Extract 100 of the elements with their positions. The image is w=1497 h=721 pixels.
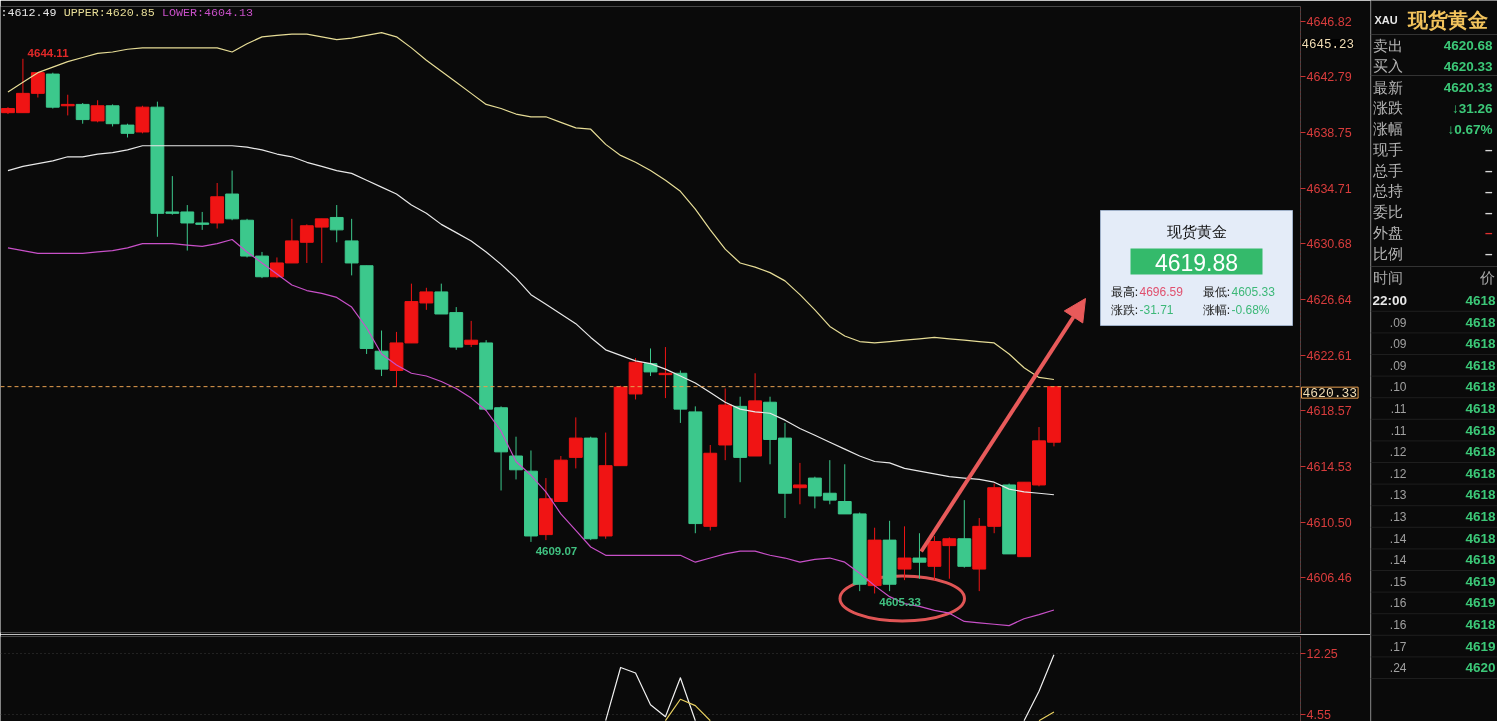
text: 4618 bbox=[1465, 465, 1496, 481]
text: 最新 bbox=[1372, 78, 1403, 97]
text: .14 bbox=[1389, 553, 1407, 568]
text: .16 bbox=[1389, 618, 1407, 632]
y-tick-label: 4634.71 bbox=[1306, 181, 1352, 196]
line-series bbox=[7, 145, 1055, 496]
text: 4618 bbox=[1465, 530, 1496, 546]
text: .14 bbox=[1389, 531, 1407, 546]
text: 买入 bbox=[1372, 57, 1403, 76]
text: 总持 bbox=[1371, 182, 1403, 201]
text: – bbox=[1484, 204, 1493, 220]
text: 4618 bbox=[1465, 487, 1496, 503]
text: 总手 bbox=[1371, 161, 1403, 180]
y-tick-label: 4618.57 bbox=[1306, 404, 1352, 419]
text: :4612.49 bbox=[0, 5, 57, 20]
text: 涨幅 bbox=[1372, 120, 1403, 138]
text: .13 bbox=[1389, 488, 1407, 503]
annotation: 4609.07 bbox=[535, 544, 578, 557]
text: – bbox=[1484, 225, 1493, 241]
text: 4618 bbox=[1465, 401, 1496, 416]
y-tick-label: 4638.75 bbox=[1306, 126, 1352, 141]
text: 4618 bbox=[1465, 357, 1496, 373]
candlestick bbox=[344, 218, 359, 276]
text: .24 bbox=[1389, 661, 1407, 676]
candlestick bbox=[374, 330, 389, 377]
text: 委比 bbox=[1372, 203, 1403, 221]
text: .11 bbox=[1390, 423, 1407, 438]
line-series bbox=[7, 32, 1055, 381]
candlestick bbox=[509, 436, 523, 480]
text: .17 bbox=[1389, 639, 1407, 654]
text: LOWER:4604.13 bbox=[161, 5, 254, 20]
text: – bbox=[1484, 142, 1493, 158]
text: 4618 bbox=[1465, 336, 1496, 352]
text: 外盘 bbox=[1372, 223, 1403, 242]
text: 比例 bbox=[1372, 244, 1403, 263]
text: 4618 bbox=[1465, 422, 1496, 438]
text: .11 bbox=[1390, 402, 1407, 416]
text: .15 bbox=[1389, 574, 1407, 589]
text: 涨跌 bbox=[1372, 99, 1403, 118]
candlestick bbox=[105, 103, 120, 127]
annotation: 4619.88 bbox=[1154, 249, 1239, 276]
text: 现手 bbox=[1372, 140, 1403, 159]
y-tick-label: 4622.61 bbox=[1306, 348, 1352, 363]
candlestick bbox=[658, 346, 673, 399]
candlestick bbox=[75, 102, 90, 125]
annotation: 涨跌: bbox=[1110, 302, 1139, 317]
text: 4618 bbox=[1465, 617, 1496, 632]
annotation: -0.68% bbox=[1231, 302, 1270, 317]
candlestick bbox=[568, 416, 583, 469]
text: ↓0.67% bbox=[1447, 121, 1493, 137]
candlestick bbox=[464, 320, 479, 348]
candlestick bbox=[912, 532, 927, 580]
y-tick-label: 4614.53 bbox=[1306, 460, 1352, 475]
annotation: 4605.33 bbox=[1231, 285, 1276, 299]
candlestick bbox=[897, 525, 912, 581]
annotation: 涨幅: bbox=[1202, 302, 1231, 317]
text: – bbox=[1484, 163, 1493, 178]
y-tick-label: 4606.46 bbox=[1306, 571, 1352, 586]
text: 22:00 bbox=[1372, 293, 1408, 308]
text: ↓31.26 bbox=[1451, 100, 1493, 116]
text: 4618 bbox=[1465, 379, 1496, 395]
text: 4618 bbox=[1465, 509, 1496, 524]
ref-line-label: 4620.33 bbox=[1302, 386, 1358, 402]
text: 4620.68 bbox=[1443, 38, 1493, 53]
text: UPPER:4620.85 bbox=[63, 5, 155, 20]
text: 卖出 bbox=[1372, 36, 1403, 55]
y-tick-label: 4646.82 bbox=[1306, 14, 1352, 29]
line-series bbox=[7, 238, 1055, 627]
text: .12 bbox=[1389, 466, 1407, 481]
text: 现货黄金 bbox=[1406, 7, 1488, 32]
annotation: 最高: bbox=[1110, 284, 1139, 299]
text: .09 bbox=[1389, 358, 1407, 373]
text: 4618 bbox=[1465, 552, 1496, 568]
text: 价 bbox=[1478, 268, 1495, 287]
annotation: 现货黄金 bbox=[1166, 222, 1227, 241]
text: .10 bbox=[1389, 380, 1407, 395]
text: 4620 bbox=[1465, 660, 1496, 676]
y-tick-label: 4610.50 bbox=[1306, 515, 1352, 530]
text: 4618 bbox=[1465, 444, 1496, 460]
annotation: 最低: bbox=[1202, 284, 1231, 299]
text: 4619 bbox=[1465, 638, 1496, 654]
text: 4618 bbox=[1465, 314, 1496, 330]
text: 4645.23 bbox=[1301, 38, 1355, 52]
annotation: 4696.59 bbox=[1139, 285, 1184, 299]
text: 4619 bbox=[1465, 595, 1496, 611]
text: – bbox=[1484, 246, 1493, 261]
candlestick bbox=[329, 204, 344, 243]
text: 4618 bbox=[1465, 293, 1496, 308]
text: 4620.33 bbox=[1443, 58, 1493, 74]
y-tick-label: 4642.79 bbox=[1306, 70, 1352, 85]
text: 4619 bbox=[1465, 573, 1496, 589]
y-tick-label: 4630.68 bbox=[1306, 237, 1352, 252]
text: .09 bbox=[1389, 337, 1407, 352]
y-tick-label: 4626.64 bbox=[1306, 293, 1352, 308]
annotation: -31.71 bbox=[1139, 303, 1174, 317]
text: 4620.33 bbox=[1443, 80, 1493, 95]
text: .13 bbox=[1389, 510, 1407, 524]
annotation: 4644.11 bbox=[27, 46, 70, 59]
y-tick-label: 12.25 bbox=[1306, 647, 1338, 662]
text: .16 bbox=[1389, 596, 1407, 611]
